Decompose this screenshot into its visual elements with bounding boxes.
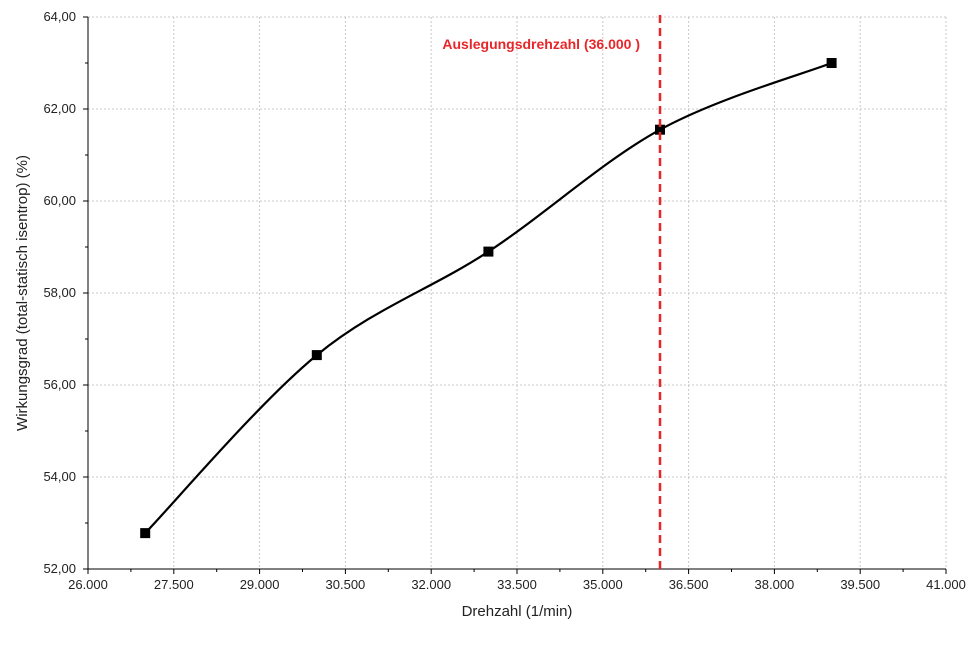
y-tick-label: 56,00 xyxy=(43,377,76,392)
x-tick-label: 26.000 xyxy=(68,577,108,592)
x-tick-label: 33.500 xyxy=(497,577,537,592)
x-tick-label: 36.500 xyxy=(669,577,709,592)
y-tick-label: 60,00 xyxy=(43,193,76,208)
y-axis-title: Wirkungsgrad (total-statisch isentrop) (… xyxy=(14,155,31,431)
grid xyxy=(88,16,947,569)
x-tick-label: 39.500 xyxy=(840,577,880,592)
y-tick-label: 54,00 xyxy=(43,469,76,484)
data-point xyxy=(655,124,665,135)
x-tick-label: 32.000 xyxy=(411,577,451,592)
y-tick-label: 64,00 xyxy=(43,9,76,24)
x-tick-label: 38.000 xyxy=(755,577,795,592)
data-point xyxy=(483,246,494,257)
data-point xyxy=(140,528,151,539)
y-tick-label: 58,00 xyxy=(43,285,76,300)
axes xyxy=(83,16,947,574)
x-tick-label: 41.000 xyxy=(926,577,966,592)
series-markers xyxy=(140,58,837,539)
series-line xyxy=(144,61,832,534)
design-speed-label: Auslegungsdrehzahl (36.000 ) xyxy=(442,36,640,52)
data-point xyxy=(311,350,322,361)
data-point xyxy=(826,58,837,68)
x-tick-label: 35.000 xyxy=(583,577,623,592)
x-tick-label: 30.500 xyxy=(326,577,366,592)
y-tick-label: 62,00 xyxy=(43,101,76,116)
y-tick-label: 52,00 xyxy=(43,561,76,576)
x-axis-title: Drehzahl (1/min) xyxy=(462,603,573,620)
tick-labels: 26.000 27.500 29.000 30.500 32.000 33.500 35.0… xyxy=(43,9,965,592)
x-tick-label: 27.500 xyxy=(154,577,194,592)
x-tick-label: 29.000 xyxy=(240,577,280,592)
